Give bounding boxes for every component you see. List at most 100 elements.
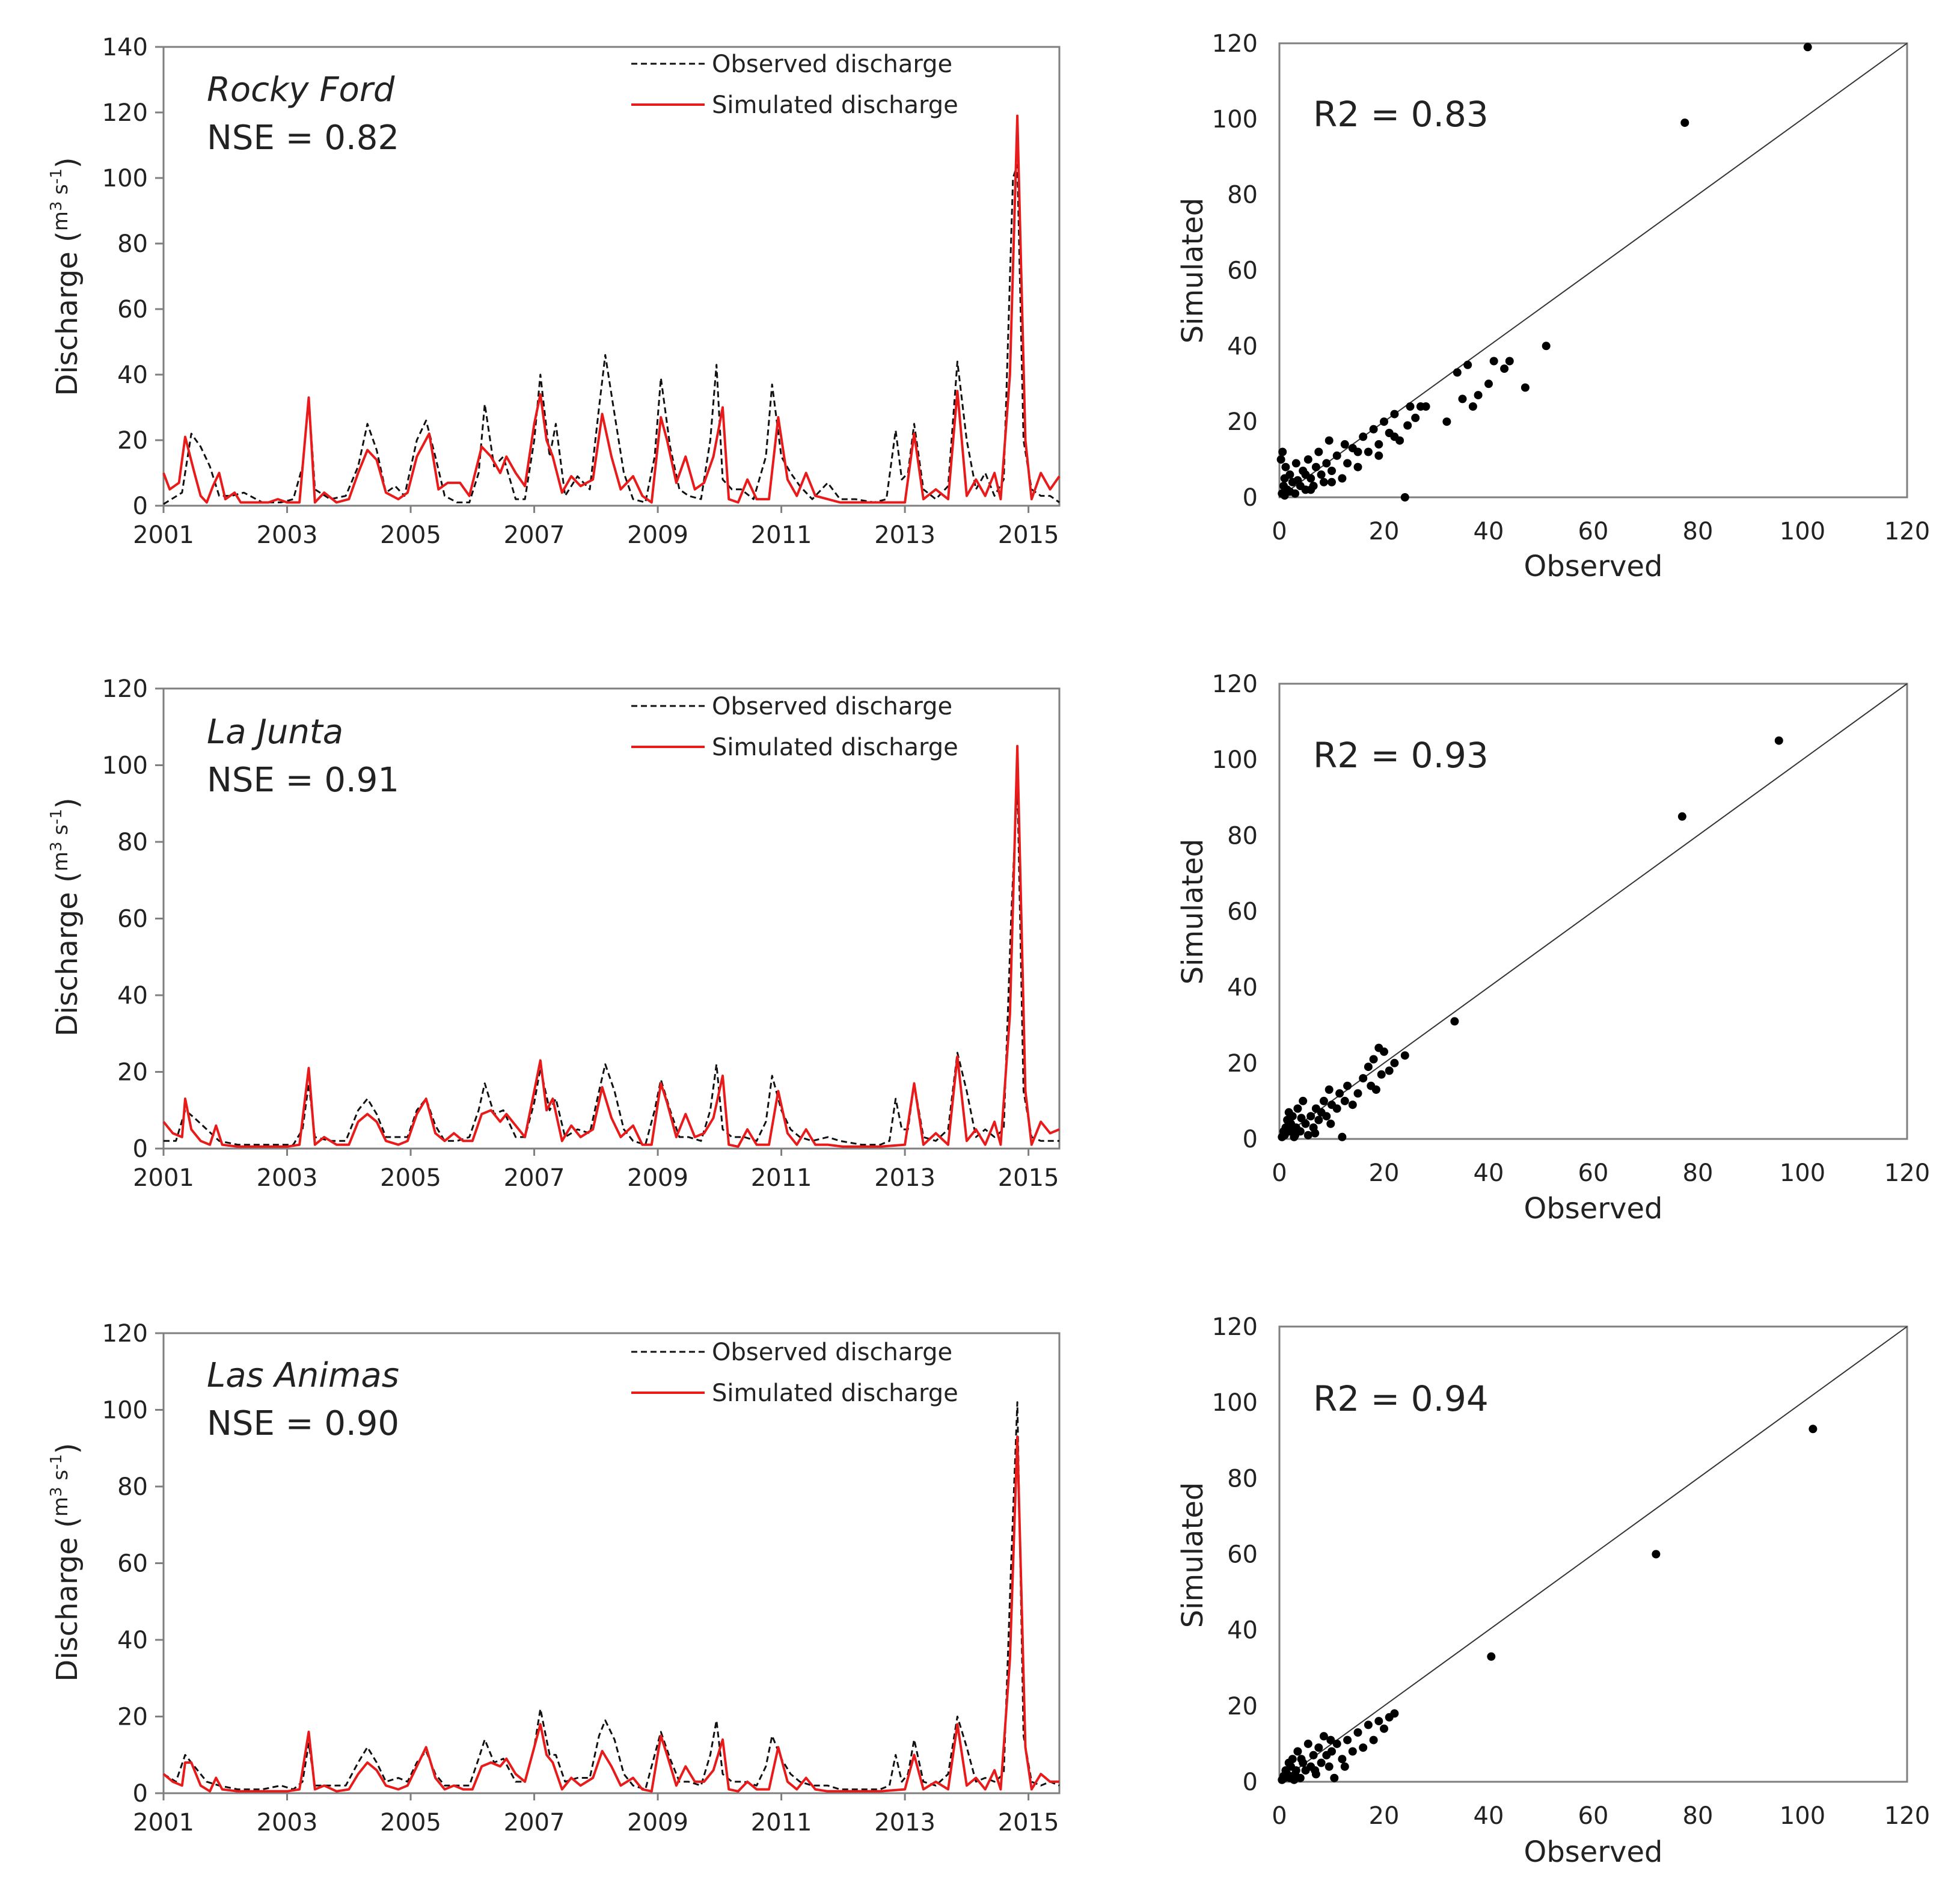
scatter-point [1353,1728,1362,1737]
x-tick-label: 2005 [380,1164,441,1192]
x-tick-label: 100 [1780,518,1825,545]
scatter-point [1338,474,1347,483]
scatter-point [1500,364,1509,373]
rocky-ford-series [162,114,1061,505]
scatter-point [1314,447,1323,456]
las-animas-nse: NSE = 0.90 [207,1404,399,1443]
y-tick-label: 40 [1227,974,1258,1002]
x-tick-label: 2007 [504,1809,565,1837]
las-animas-site-name: Las Animas [207,1356,399,1395]
rocky-ford-scatter-y-title: Simulated [1176,198,1210,344]
y-tick-label: 100 [102,165,148,192]
observed-discharge-line [163,1401,1060,1791]
scatter-point [1290,1775,1299,1784]
scatter-point [1369,1055,1378,1064]
legend-observed-label: Observed discharge [712,1339,952,1366]
las-animas-scatter-y-title: Simulated [1176,1482,1210,1628]
scatter-point [1450,1017,1459,1026]
scatter-point [1803,43,1812,52]
scatter-point [1330,1773,1339,1782]
rocky-ford-x-ticks: 2001 2003 2005 2007 2009 2011 2013 2015 [133,506,1059,549]
y-tick-label: 40 [1227,1617,1258,1645]
scatter-point [1374,440,1383,449]
scatter-point [1385,1066,1394,1075]
x-tick-label: 2015 [998,1809,1059,1837]
x-tick-label: 2013 [874,521,936,549]
x-tick-label: 80 [1683,518,1713,545]
observed-discharge-line [163,164,1060,505]
x-tick-label: 80 [1683,1802,1713,1830]
la-junta-x-ticks: 2001 2003 2005 2007 2009 2011 2013 2015 [133,1149,1059,1192]
rocky-ford-r2: R2 = 0.83 [1313,94,1489,135]
scatter-point [1343,1735,1352,1744]
scatter-point [1380,1047,1388,1056]
x-tick-label: 2015 [998,521,1059,549]
scatter-point [1335,1089,1344,1098]
y-tick-label: 100 [1212,746,1258,774]
scatter-point [1474,391,1483,400]
legend-observed-label: Observed discharge [712,693,952,720]
scatter-point [1319,1732,1328,1741]
y-tick-label: 120 [1212,1313,1258,1341]
x-tick-label: 120 [1884,1159,1930,1187]
y-tick-label: 0 [1243,1126,1258,1153]
x-tick-label: 20 [1369,1802,1400,1830]
scatter-point [1406,402,1415,411]
scatter-point [1309,1751,1318,1760]
scatter-point [1303,1739,1312,1748]
scatter-point [1377,1070,1386,1079]
x-tick-label: 40 [1474,1802,1504,1830]
x-tick-label: 60 [1578,1159,1609,1187]
scatter-point [1296,1127,1305,1136]
las-animas-r2: R2 = 0.94 [1313,1378,1489,1419]
scatter-point [1290,1132,1299,1141]
la-junta-scatter-panel: 0 20 40 60 80 100 120 0 20 40 60 80 100 120 Observed… [1176,670,1930,1226]
las-animas-x-ticks: 2001 2003 2005 2007 2009 2011 2013 2015 [133,1793,1059,1837]
x-tick-label: 2013 [874,1809,936,1837]
scatter-point [1390,1709,1399,1718]
scatter-point [1278,447,1287,456]
scatter-point [1411,413,1420,422]
scatter-point [1326,1119,1335,1128]
scatter-point [1677,812,1686,821]
scatter-point [1328,477,1336,486]
x-tick-label: 2005 [380,521,441,549]
scatter-point [1390,410,1399,419]
x-tick-label: 2009 [627,521,688,549]
scatter-point [1400,493,1409,502]
x-tick-label: 2003 [257,1164,318,1192]
legend-observed-label: Observed discharge [712,51,952,78]
scatter-point [1317,1758,1326,1767]
x-tick-label: 2015 [998,1164,1059,1192]
scatter-point [1487,1652,1496,1661]
scatter-point [1442,417,1451,426]
x-tick-label: 0 [1272,1159,1287,1187]
las-animas-y-axis-title: Discharge (m3 s-1) [47,1443,84,1681]
scatter-point [1306,1112,1315,1121]
x-tick-label: 2005 [380,1809,441,1837]
scatter-point [1322,1112,1331,1121]
y-tick-label: 40 [117,361,148,389]
rocky-ford-y-ticks: 0 20 40 60 80 100 120 140 [102,34,164,520]
x-tick-label: 2001 [133,1809,194,1837]
x-tick-label: 2007 [504,1164,565,1192]
la-junta-scatter-points [1278,736,1783,1141]
scatter-point [1680,118,1689,127]
y-tick-label: 20 [117,1704,148,1731]
scatter-point [1364,447,1373,456]
y-tick-label: 20 [1227,408,1258,436]
x-tick-label: 100 [1780,1159,1825,1187]
scatter-point [1301,470,1310,479]
rocky-ford-scatter-x-ticks: 0 20 40 60 80 100 120 [1272,518,1930,545]
legend-simulated-label: Simulated discharge [712,734,958,761]
scatter-point [1338,1755,1347,1764]
scatter-point [1380,1724,1388,1733]
scatter-point [1390,1058,1399,1067]
scatter-point [1291,1766,1300,1775]
scatter-point [1288,1755,1297,1764]
la-junta-timeseries-panel: 0 20 40 60 80 100 120 2001 2003 2005 2007 2009 2011… [47,675,1061,1192]
y-tick-label: 100 [102,752,148,780]
y-tick-label: 60 [1227,1541,1258,1569]
